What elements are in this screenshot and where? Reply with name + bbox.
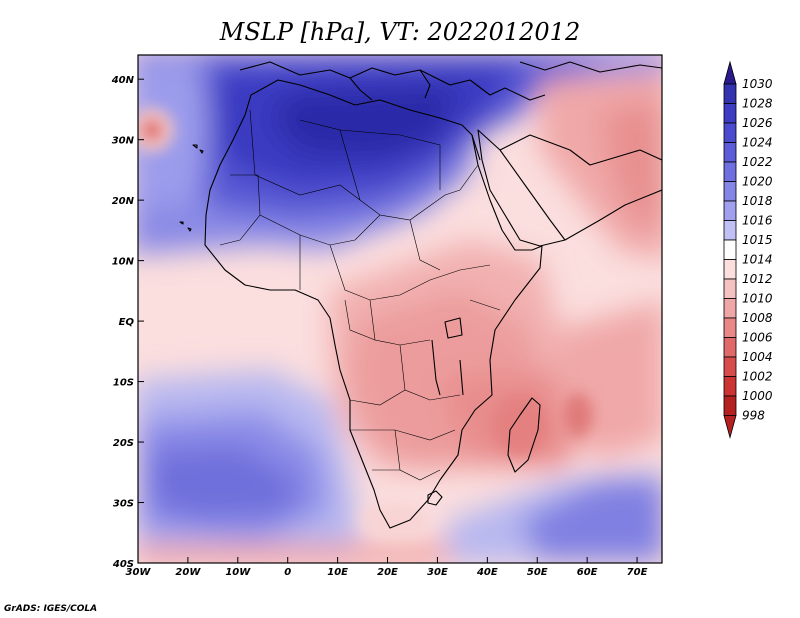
colorbar-label: 1015 [742, 233, 773, 247]
pressure-field [138, 55, 662, 563]
y-axis: 40N 30N 20N 10N EQ 10S 20S 30S 40S [111, 75, 144, 570]
y-tick-label: 30S [113, 499, 134, 510]
colorbar-swatch [723, 103, 737, 124]
colorbar-swatch [723, 259, 737, 280]
x-tick-label: 60E [577, 567, 598, 578]
colorbar-label: 1018 [742, 194, 773, 208]
x-tick-label: 40E [476, 567, 498, 578]
colorbar-swatch [723, 142, 737, 163]
colorbar-label: 1012 [742, 272, 773, 286]
x-tick-label: 30E [427, 567, 448, 578]
y-tick-label: 40S [112, 559, 134, 570]
colorbar-swatch [723, 337, 737, 358]
y-tick-label: 20S [113, 438, 134, 449]
x-tick-label: 30W [126, 567, 152, 578]
x-tick-label: 20E [377, 567, 398, 578]
x-tick-label: 70E [627, 567, 648, 578]
colorbar-swatch [723, 298, 737, 319]
y-tick-label: 30N [112, 136, 135, 147]
map-title: MSLP [hPa], VT: 2022012012 [219, 18, 580, 46]
grads-credit: GrADS: IGES/COLA [4, 604, 97, 614]
colorbar-label: 1004 [742, 350, 773, 364]
x-axis: 30W 20W 10W 0 10E 20E 30E 40E 50E 60E 70E [126, 557, 648, 578]
colorbar-label: 1014 [742, 253, 773, 267]
colorbar: 1030 1028 1026 1024 1022 1020 1018 1016 1015 1014… [723, 60, 773, 440]
colorbar-label: 1024 [742, 136, 773, 150]
country-borders [219, 109, 501, 481]
colorbar-swatch [723, 356, 737, 377]
y-tick-label: EQ [119, 317, 135, 328]
colorbar-label: 1010 [742, 292, 773, 306]
colorbar-label: 1006 [742, 331, 773, 345]
colorbar-label: 1000 [742, 389, 773, 403]
x-tick-label: 50E [527, 567, 548, 578]
y-tick-label: 40N [111, 75, 135, 86]
x-tick-label: 0 [284, 567, 291, 578]
colorbar-label: 1008 [742, 311, 773, 325]
colorbar-swatch [723, 181, 737, 202]
x-tick-label: 10W [225, 567, 251, 578]
colorbar-label: 998 [742, 409, 765, 423]
colorbar-label: 1022 [742, 155, 773, 169]
colorbar-lower-extend [723, 415, 737, 440]
colorbar-swatch [723, 395, 737, 416]
colorbar-swatch [723, 220, 737, 241]
colorbar-label: 1020 [742, 175, 773, 189]
x-tick-label: 10E [327, 567, 348, 578]
colorbar-label: 1030 [742, 77, 773, 91]
y-tick-label: 10N [112, 257, 135, 268]
colorbar-swatch [723, 161, 737, 182]
y-tick-label: 20N [112, 196, 135, 207]
colorbar-swatch [723, 317, 737, 338]
colorbar-label: 1016 [742, 214, 773, 228]
colorbar-swatch [723, 278, 737, 299]
x-tick-label: 20W [175, 567, 201, 578]
colorbar-swatch [723, 200, 737, 221]
coastlines [179, 61, 662, 529]
colorbar-swatch [723, 83, 737, 104]
colorbar-label: 1028 [742, 97, 773, 111]
colorbar-label: 1002 [742, 370, 773, 384]
colorbar-swatch [723, 239, 737, 260]
colorbar-swatch [723, 122, 737, 143]
colorbar-label: 1026 [742, 116, 773, 130]
colorbar-upper-extend [723, 60, 737, 85]
colorbar-swatch [723, 376, 737, 397]
plot-frame [137, 54, 663, 564]
y-tick-label: 10S [113, 378, 134, 389]
